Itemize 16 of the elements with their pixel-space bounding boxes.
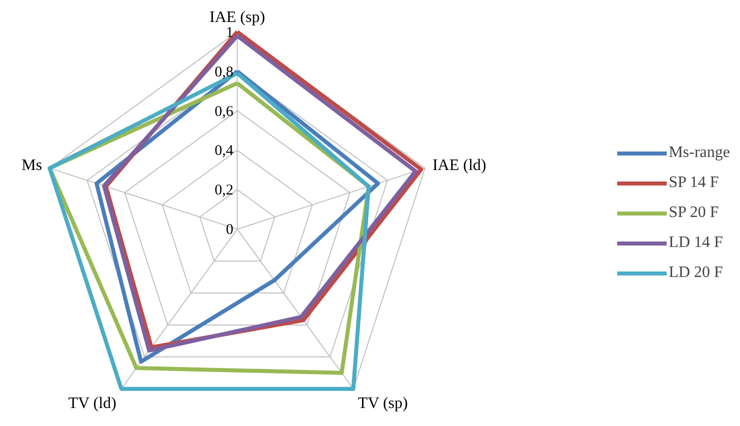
legend-label: SP 20 F [668,204,719,222]
spoke-label: IAE (ld) [432,157,486,174]
legend-label: LD 14 F [668,234,723,252]
spoke-label: TV (ld) [68,395,116,412]
spoke-label: Ms [22,157,42,174]
y-tick-label: 0,2 [214,182,234,199]
y-tick-label: 0,4 [214,143,234,160]
y-tick-label: 1 [226,24,234,41]
y-tick-label: 0 [226,222,234,238]
spoke-label: TV (sp) [358,395,408,412]
legend-label: SP 14 F [668,174,719,192]
y-tick-label: 0,8 [214,64,234,80]
spoke-label: IAE (sp) [210,8,266,26]
legend-label: Ms-range [668,144,730,162]
y-tick-label: 0,6 [214,104,234,120]
legend-label: LD 20 F [668,264,723,282]
